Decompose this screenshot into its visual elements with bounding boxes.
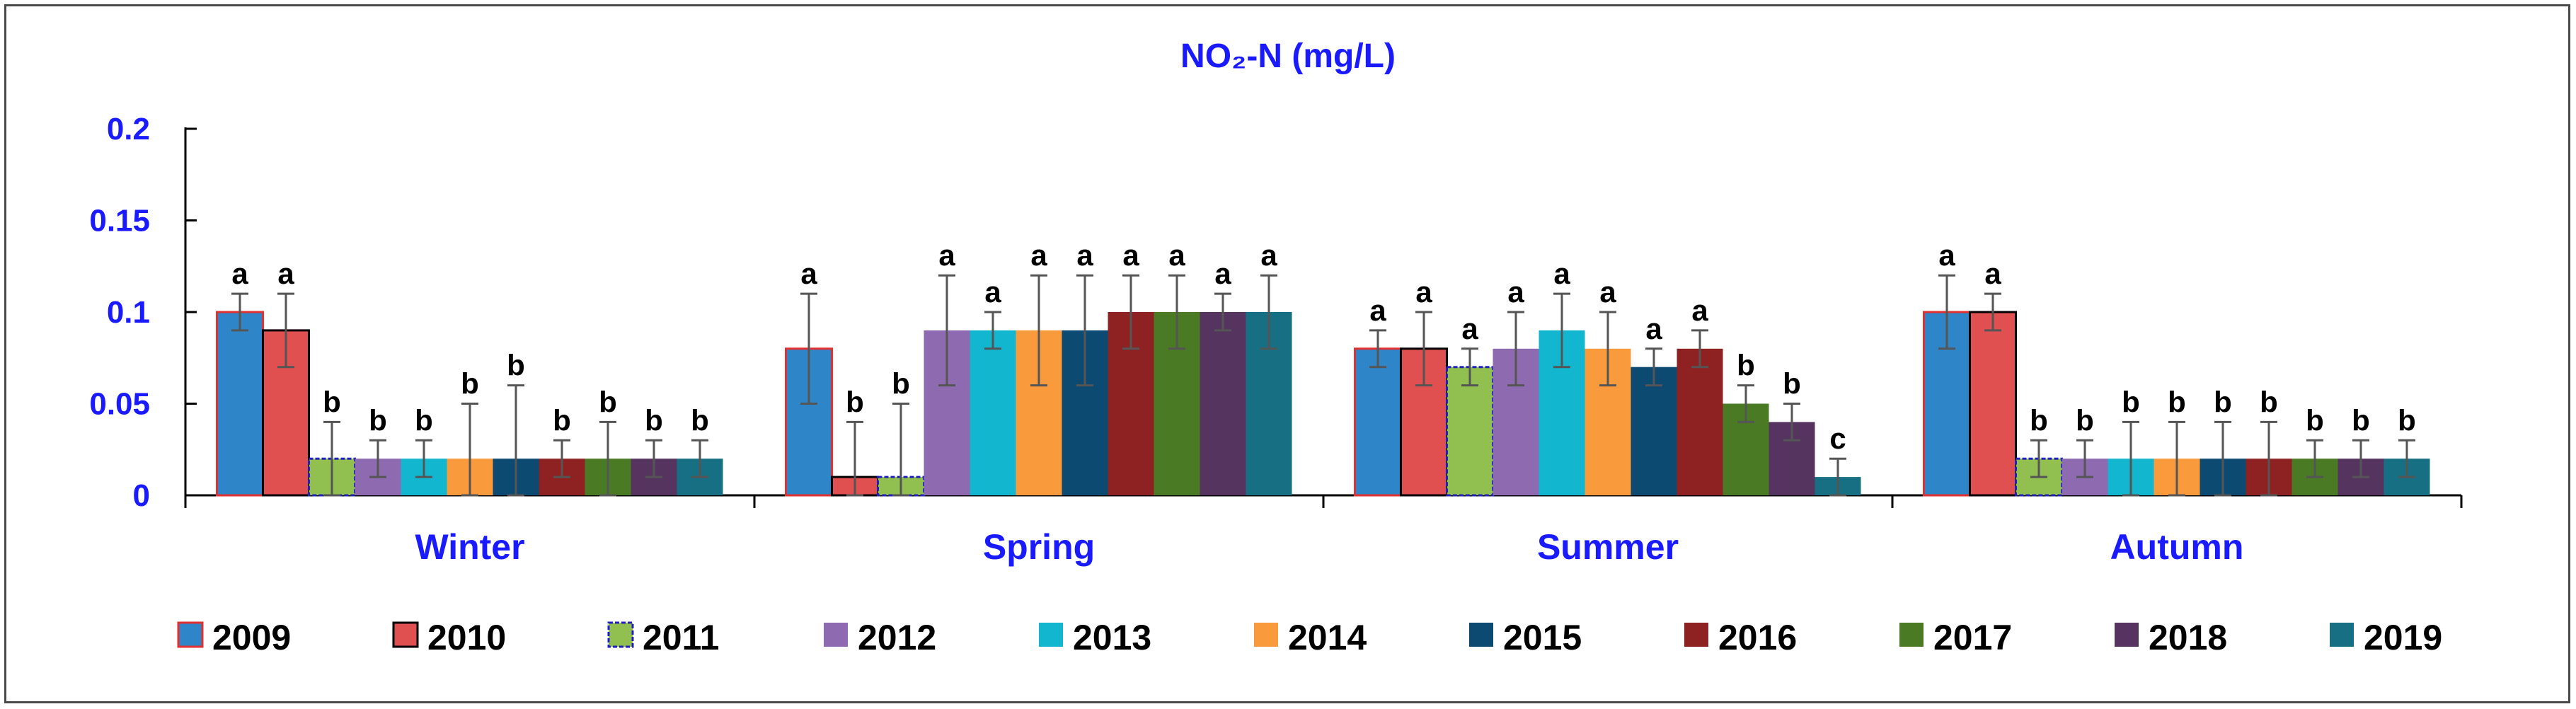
significance-letter: b: [2076, 403, 2094, 437]
legend-swatch: [1899, 623, 1924, 647]
significance-letter: b: [2398, 403, 2416, 437]
significance-letter: a: [1369, 294, 1386, 327]
significance-letter: b: [323, 385, 341, 418]
significance-letter: b: [415, 403, 433, 437]
legend-label: 2013: [1073, 618, 1151, 657]
significance-letter: b: [691, 403, 709, 437]
significance-letter: b: [892, 367, 910, 400]
significance-letter: b: [645, 403, 663, 437]
significance-letter: b: [846, 385, 864, 418]
legend-swatch: [1469, 623, 1493, 647]
bar: [1631, 367, 1677, 495]
y-tick-label: 0.15: [89, 204, 150, 238]
legend-label: 2010: [427, 618, 506, 657]
chart-title: NO₂-N (mg/L): [1180, 38, 1396, 75]
significance-letter: a: [1507, 275, 1524, 309]
legend-swatch: [392, 621, 419, 648]
significance-letter: a: [1599, 275, 1616, 309]
significance-letter: a: [1214, 257, 1231, 290]
significance-letter: b: [1737, 349, 1755, 382]
legend-label: 2009: [212, 618, 291, 657]
significance-letter: a: [277, 257, 294, 290]
significance-letter: b: [2122, 385, 2140, 418]
y-tick-label: 0: [133, 478, 150, 513]
category-label: Summer: [1537, 527, 1679, 567]
significance-letter: b: [553, 403, 571, 437]
legend: 2009 2010 2011 2012 2013 2014 2015 2016 2017 2018…: [177, 618, 2442, 657]
legend-label: 2014: [1288, 618, 1367, 657]
legend-label: 2018: [2149, 618, 2227, 657]
y-tick-label: 0.05: [89, 387, 150, 422]
significance-letter: b: [507, 349, 525, 382]
significance-letter: b: [2030, 403, 2048, 437]
legend-label: 2015: [1503, 618, 1582, 657]
legend-swatch: [607, 621, 634, 648]
significance-letter: a: [1168, 238, 1185, 272]
significance-letter: b: [1783, 367, 1801, 400]
y-tick-label: 0.1: [107, 295, 150, 330]
significance-letter: a: [938, 238, 955, 272]
legend-swatch: [1039, 623, 1063, 647]
significance-letter: a: [800, 257, 817, 290]
bar: [1677, 348, 1723, 495]
legend-label: 2016: [1718, 618, 1797, 657]
significance-letter: a: [1076, 238, 1093, 272]
significance-letter: c: [1829, 422, 1846, 455]
significance-letter: a: [1645, 312, 1662, 345]
significance-letter: a: [1461, 312, 1478, 345]
bar: [1200, 312, 1246, 495]
significance-letter: a: [1553, 257, 1570, 290]
bar: [970, 330, 1016, 495]
category-label: Spring: [983, 527, 1095, 567]
significance-letter: b: [2352, 403, 2370, 437]
significance-letter: a: [1938, 238, 1955, 272]
category-label: Winter: [415, 527, 524, 567]
legend-label: 2017: [1933, 618, 2012, 657]
legend-swatch: [1254, 623, 1278, 647]
significance-letter: b: [2260, 385, 2278, 418]
significance-letter: a: [984, 275, 1001, 309]
bar: [216, 311, 264, 497]
significance-letter: a: [231, 257, 248, 290]
significance-letter: a: [1415, 275, 1432, 309]
significance-letter: b: [599, 385, 617, 418]
significance-letter: a: [1260, 238, 1277, 272]
legend-label: 2019: [2364, 618, 2442, 657]
significance-letter: a: [1122, 238, 1139, 272]
significance-letter: a: [1984, 257, 2001, 290]
category-label: Autumn: [2110, 527, 2244, 567]
legend-swatch: [2330, 623, 2354, 647]
legend-swatch: [824, 623, 848, 647]
significance-letter: b: [461, 367, 479, 400]
significance-letter: a: [1030, 238, 1047, 272]
significance-letter: b: [2168, 385, 2186, 418]
significance-letter: b: [369, 403, 387, 437]
significance-letter: a: [1691, 294, 1708, 327]
y-tick-label: 0.2: [107, 112, 150, 146]
significance-letter: b: [2214, 385, 2232, 418]
legend-label: 2011: [643, 618, 719, 657]
bar: [1354, 347, 1402, 497]
bar: [1969, 311, 2017, 497]
legend-swatch: [177, 621, 204, 648]
legend-swatch: [1684, 623, 1708, 647]
legend-swatch: [2115, 623, 2139, 647]
significance-letter: b: [2306, 403, 2324, 437]
legend-label: 2012: [858, 618, 936, 657]
